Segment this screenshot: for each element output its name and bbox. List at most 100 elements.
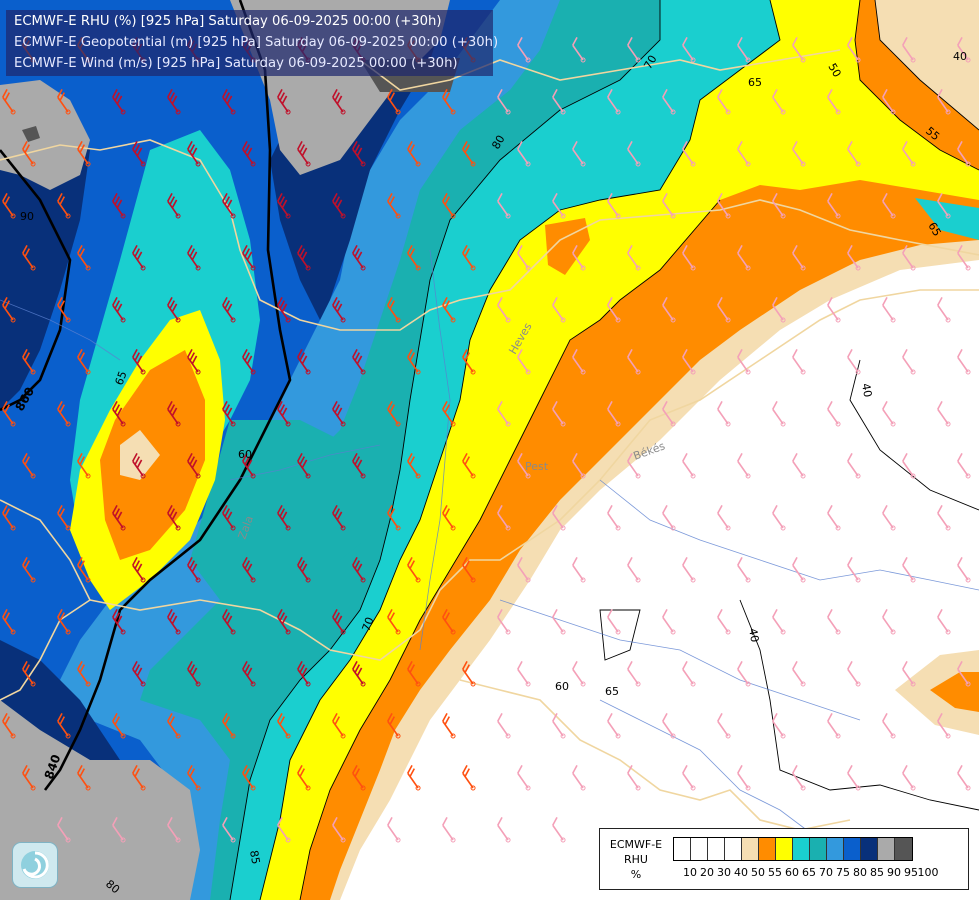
wind-barb-icon [57,89,71,115]
wind-barb-icon [957,557,971,583]
wind-barb-icon [187,141,201,167]
wind-barb-icon [607,505,621,531]
legend-unit: % [630,868,642,881]
wind-barb-icon [332,505,346,531]
wind-barb-icon [352,349,366,375]
wind-barb-icon [407,349,421,375]
wind-barb-icon [792,141,806,167]
wind-barb-icon [187,765,201,791]
wind-barb-icon [882,713,896,739]
wind-barb-icon [167,193,181,219]
legend-swatch [708,838,725,860]
wind-barb-icon [222,505,236,531]
wind-barb-icon [222,817,236,843]
wind-barb-icon [737,765,751,791]
wind-barb-icon [662,193,676,219]
wind-barb-icon [57,713,71,739]
wind-barb-icon [22,141,36,167]
wind-barb-icon [847,453,861,479]
wind-barb-icon [937,193,951,219]
legend-swatch [742,838,759,860]
wind-barb-icon [957,453,971,479]
wind-barb-icon [717,297,731,323]
wind-barb-icon [957,765,971,791]
wind-barb-icon [132,557,146,583]
legend-swatch [878,838,895,860]
rhu-contour-label: 65 [925,220,943,239]
rhu-contour-label: 85 [247,849,262,865]
legend-tick-label: 60 [785,866,799,879]
wind-barb-icon [77,557,91,583]
wind-barb-icon [277,401,291,427]
wind-barb-icon [847,141,861,167]
wind-barb-icon [517,37,531,63]
wind-barb-icon [517,349,531,375]
wind-barb-icon [497,401,511,427]
wind-barb-icon [607,89,621,115]
wind-barb-icon [827,297,841,323]
wind-barb-icon [682,453,696,479]
wind-barb-icon [772,505,786,531]
legend-swatches [673,837,913,861]
rhu-band-darkgray-west [22,126,40,142]
rhu-contour-label: 40 [953,50,967,63]
rhu-contour-label: 65 [748,76,762,89]
wind-barb-icon [332,609,346,635]
wind-barb-icon [627,557,641,583]
wind-barb-icon [937,609,951,635]
wind-barb-icon [517,765,531,791]
wind-barb-icon [167,401,181,427]
rhu-contour-label: 90 [20,210,34,223]
wind-barb-icon [957,661,971,687]
wind-barb-icon [442,89,456,115]
wind-barb-icon [627,349,641,375]
wind-barb-icon [77,453,91,479]
wind-barb-icon [387,609,401,635]
wind-barb-icon [112,609,126,635]
wind-barb-icon [792,557,806,583]
wind-barb-icon [407,765,421,791]
wind-barb-icon [462,141,476,167]
wind-barb-icon [882,505,896,531]
wind-barb-icon [277,89,291,115]
wind-barb-icon [387,505,401,531]
wind-barb-icon [627,661,641,687]
legend-tick-label: 75 [836,866,850,879]
rhu-island-teal [190,420,390,600]
legend-swatch [759,838,776,860]
wind-barb-icon [552,401,566,427]
wind-barb-icon [772,713,786,739]
wind-barb-icon [442,193,456,219]
wind-barb-icon [77,661,91,687]
rhu-contour-label: 60 [238,448,252,461]
wind-barb-icon [442,713,456,739]
wind-barb-icon [827,193,841,219]
legend-tick-label: 85 [870,866,884,879]
wind-barb-icon [407,141,421,167]
wind-barb-icon [662,297,676,323]
legend-tick-label: 65 [802,866,816,879]
wind-barb-icon [112,193,126,219]
wind-barb-icon [277,193,291,219]
wind-barb-icon [937,89,951,115]
wind-barb-icon [772,401,786,427]
wind-barb-icon [607,401,621,427]
wind-barb-icon [627,141,641,167]
wind-barb-icon [407,661,421,687]
wind-barb-icon [792,453,806,479]
rhu-contour-label: 60 [555,680,569,693]
wind-barb-icon [242,453,256,479]
wind-barb-icon [277,505,291,531]
wind-barb-icon [627,453,641,479]
wind-barb-icon [882,297,896,323]
wind-barb-icon [57,817,71,843]
wind-barb-icon [572,37,586,63]
wind-barb-icon [22,765,36,791]
rhu-band-orange-north [545,218,590,275]
wind-barb-icon [442,505,456,531]
legend-model: ECMWF-E [609,838,663,851]
wind-barb-icon [552,609,566,635]
legend-tick-label: 95 [904,866,918,879]
wind-barb-icon [332,297,346,323]
